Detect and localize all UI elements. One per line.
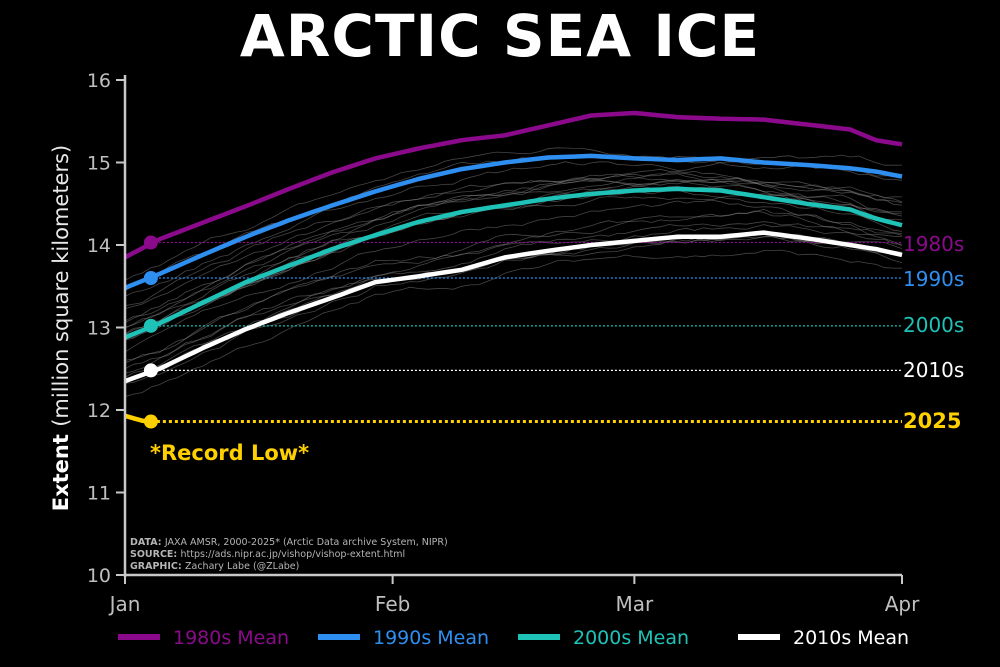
x-tick-label: Feb — [375, 592, 410, 616]
credit-data: DATA: JAXA AMSR, 2000-2025* (Arctic Data… — [130, 537, 448, 548]
y-tick-label: 11 — [87, 483, 111, 505]
year-line — [124, 173, 903, 322]
year-line — [124, 177, 903, 309]
end-label-2010s: 2010s — [903, 358, 964, 382]
year-line — [124, 210, 903, 361]
y-axis-label: Extent (million square kilometers) — [49, 145, 73, 512]
series-marker-2000s — [143, 318, 158, 333]
year-line — [124, 224, 903, 370]
y-tick-label: 14 — [87, 235, 111, 257]
y-tick-label: 10 — [87, 565, 111, 587]
x-tick-label: Apr — [885, 592, 920, 616]
end-label-2025: 2025 — [903, 409, 961, 433]
year-line — [124, 196, 903, 341]
individual-years-lines — [124, 147, 903, 398]
series-line-1990s — [124, 153, 903, 290]
series-line-2010s — [124, 230, 903, 384]
legend-label-2010s: 2010s Mean — [793, 627, 909, 649]
end-label-1990s: 1990s — [903, 267, 964, 291]
end-label-2000s: 2000s — [903, 313, 964, 337]
series-marker-1980s — [143, 235, 158, 250]
year-line — [124, 147, 903, 281]
year-line — [124, 221, 903, 374]
y-tick-label: 16 — [87, 70, 111, 92]
legend: 1980s Mean 1990s Mean 2000s Mean 2010s Mean — [118, 627, 909, 649]
series-marker-2010s — [143, 363, 158, 378]
axes: 10 11 12 13 14 15 16 Jan Feb Mar Apr Extent (millio… — [49, 70, 920, 616]
year-line — [124, 179, 903, 307]
x-tick-label: Mar — [615, 592, 654, 616]
year-line — [124, 230, 903, 378]
y-tick-label: 13 — [87, 318, 111, 340]
series-line-2000s — [124, 186, 903, 340]
series-marker-2025 — [143, 414, 158, 429]
year-line — [124, 168, 902, 329]
credits: DATA: JAXA AMSR, 2000-2025* (Arctic Data… — [130, 537, 448, 572]
year-line — [124, 185, 903, 340]
record-low-annotation: *Record Low* — [150, 441, 309, 465]
year-line — [124, 249, 903, 398]
series-marker-1990s — [143, 271, 158, 285]
legend-label-2000s: 2000s Mean — [573, 627, 689, 649]
series-lines — [123, 110, 903, 429]
series-end-labels: 1980s 1990s 2000s 2010s 2025 *Record Low* — [150, 232, 964, 465]
credit-source: SOURCE: https://ads.nipr.ac.jp/vishop/vi… — [130, 549, 405, 560]
legend-label-1980s: 1980s Mean — [173, 627, 289, 649]
year-line — [124, 172, 903, 324]
y-tick-label: 15 — [87, 153, 111, 175]
legend-label-1990s: 1990s Mean — [373, 627, 489, 649]
year-line — [124, 199, 903, 353]
reference-lines — [150, 241, 902, 424]
year-line — [124, 208, 903, 364]
chart-title: ARCTIC SEA ICE — [239, 2, 761, 70]
y-tick-label: 12 — [87, 400, 111, 422]
series-line-1980s — [123, 110, 903, 260]
year-line — [124, 173, 903, 328]
credit-graphic: GRAPHIC: Zachary Labe (@ZLabe) — [130, 561, 299, 572]
x-tick-label: Jan — [108, 592, 141, 616]
end-label-1980s: 1980s — [903, 232, 964, 256]
